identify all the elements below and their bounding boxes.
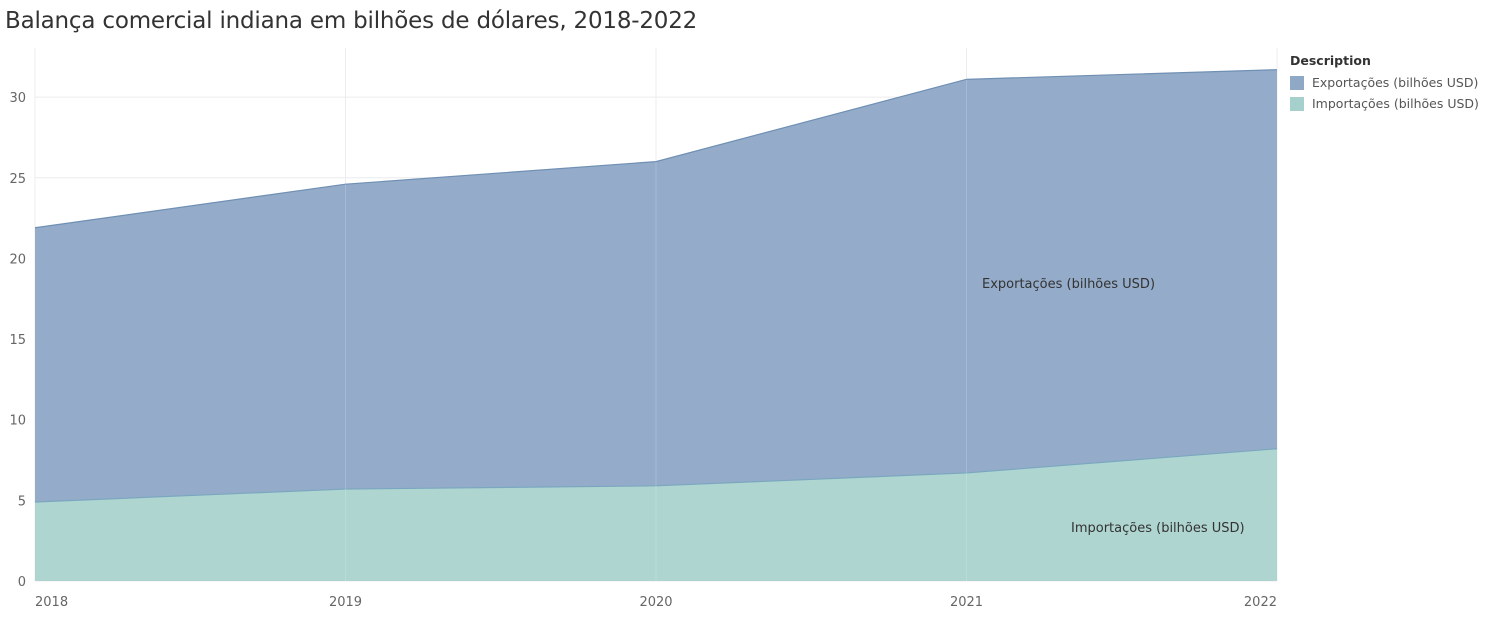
y-tick-label: 30 xyxy=(9,91,26,106)
legend: Description Exportações (bilhões USD) Im… xyxy=(1290,53,1479,114)
legend-item-exports[interactable]: Exportações (bilhões USD) xyxy=(1290,72,1479,93)
legend-item-imports[interactable]: Importações (bilhões USD) xyxy=(1290,93,1479,114)
area-imports xyxy=(35,448,1277,581)
line-imports xyxy=(34,448,1278,503)
x-tick-label: 2021 xyxy=(950,595,983,610)
y-tick-label: 25 xyxy=(9,172,26,187)
line-exports xyxy=(34,69,1278,229)
x-tick-label: 2019 xyxy=(329,595,362,610)
y-tick-label: 5 xyxy=(18,494,26,509)
legend-swatch-exports xyxy=(1290,75,1304,90)
annotation-exports: Exportações (bilhões USD) xyxy=(982,277,1155,292)
y-tick-label: 10 xyxy=(9,414,26,429)
annotation-imports: Importações (bilhões USD) xyxy=(1071,521,1245,536)
x-tick-label: 2022 xyxy=(1244,595,1277,610)
x-tick-label: 2020 xyxy=(639,595,672,610)
legend-label-exports: Exportações (bilhões USD) xyxy=(1312,75,1479,90)
x-tick-label: 2018 xyxy=(35,595,68,610)
area-exports xyxy=(35,69,1277,502)
y-tick-label: 20 xyxy=(9,252,26,267)
y-tick-label: 15 xyxy=(9,333,26,348)
chart-title: Balança comercial indiana em bilhões de … xyxy=(5,8,698,34)
legend-label-imports: Importações (bilhões USD) xyxy=(1312,96,1479,111)
y-tick-label: 0 xyxy=(18,575,26,590)
legend-title: Description xyxy=(1290,53,1371,68)
legend-swatch-imports xyxy=(1290,96,1304,111)
